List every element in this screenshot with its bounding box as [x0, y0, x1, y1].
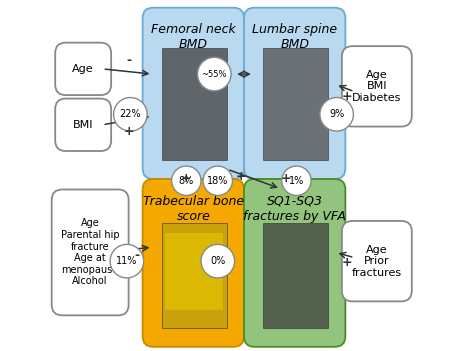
Text: +: +	[180, 172, 191, 185]
Text: BMI: BMI	[73, 120, 93, 130]
FancyBboxPatch shape	[342, 221, 412, 302]
Bar	[162, 223, 227, 327]
Bar	[263, 223, 328, 327]
Bar	[162, 48, 227, 160]
Ellipse shape	[114, 98, 147, 131]
Text: 0%: 0%	[210, 256, 226, 266]
Text: 9%: 9%	[329, 109, 344, 119]
FancyBboxPatch shape	[52, 190, 128, 315]
Text: 22%: 22%	[119, 109, 141, 119]
Text: Age: Age	[73, 64, 94, 74]
Text: -: -	[135, 249, 140, 262]
Text: Age
Prior
fractures: Age Prior fractures	[352, 245, 402, 278]
FancyBboxPatch shape	[143, 179, 244, 347]
Bar	[263, 48, 328, 160]
Text: +: +	[281, 172, 291, 185]
Ellipse shape	[172, 166, 201, 196]
Text: ~55%: ~55%	[201, 69, 227, 79]
FancyBboxPatch shape	[244, 179, 346, 347]
Text: +: +	[342, 256, 353, 269]
Text: Lumbar spine
BMD: Lumbar spine BMD	[252, 24, 337, 51]
Text: SQ1-SQ3
fractures by VFA: SQ1-SQ3 fractures by VFA	[243, 195, 346, 223]
FancyBboxPatch shape	[244, 8, 346, 179]
Text: +: +	[123, 125, 134, 138]
Text: 11%: 11%	[116, 256, 137, 266]
Text: Age
BMI
Diabetes: Age BMI Diabetes	[352, 70, 401, 103]
Text: Femoral neck
BMD: Femoral neck BMD	[151, 24, 236, 51]
FancyBboxPatch shape	[55, 99, 111, 151]
Text: 1%: 1%	[289, 176, 304, 186]
FancyBboxPatch shape	[342, 46, 412, 127]
Text: Trabecular bone
score: Trabecular bone score	[143, 195, 244, 223]
Ellipse shape	[201, 244, 235, 278]
Ellipse shape	[110, 244, 144, 278]
Ellipse shape	[198, 57, 231, 91]
Ellipse shape	[320, 98, 354, 131]
Text: 18%: 18%	[207, 176, 228, 186]
Text: -: -	[126, 54, 131, 67]
Text: +: +	[342, 90, 353, 103]
Bar	[165, 233, 223, 310]
FancyBboxPatch shape	[143, 8, 244, 179]
Text: 8%: 8%	[179, 176, 194, 186]
Text: Age
Parental hip
fracture
Age at
menopause
Alcohol: Age Parental hip fracture Age at menopau…	[61, 218, 119, 286]
Text: +: +	[235, 170, 246, 183]
FancyBboxPatch shape	[55, 43, 111, 95]
Ellipse shape	[282, 166, 311, 196]
Ellipse shape	[203, 166, 232, 196]
